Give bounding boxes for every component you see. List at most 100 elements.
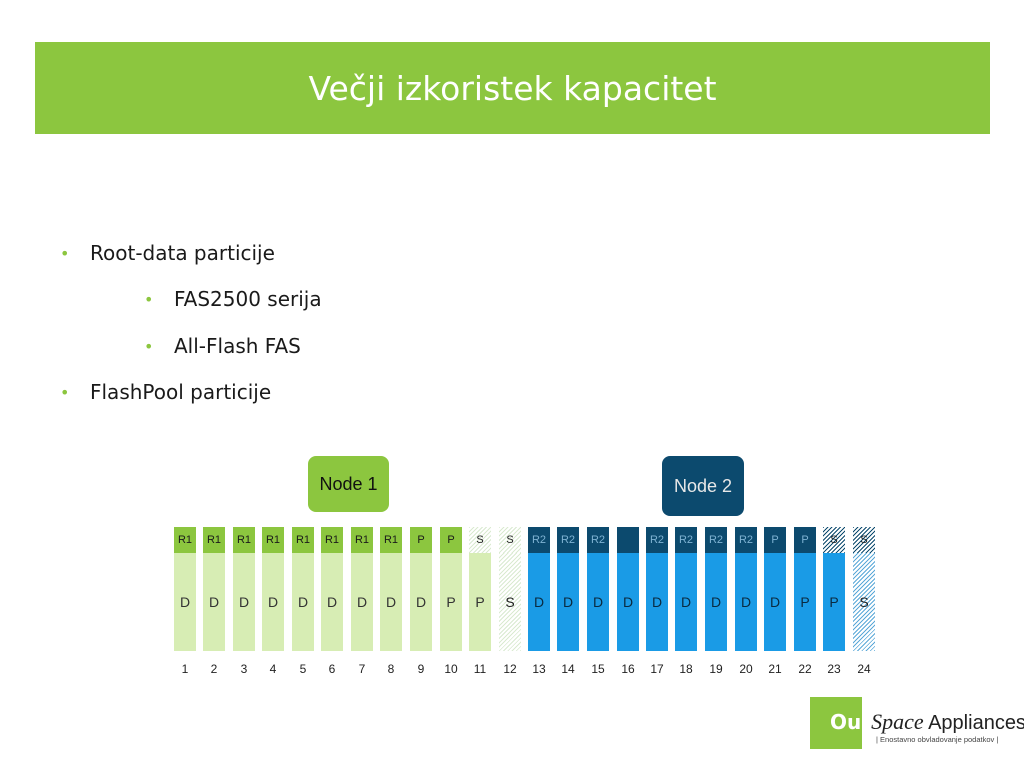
disk-number: 18 — [679, 662, 693, 676]
disk-top-partition: R1 — [351, 527, 373, 553]
disk-number: 4 — [269, 662, 277, 676]
node-1-label: Node 1 — [319, 473, 378, 494]
disk-top-partition: R1 — [321, 527, 343, 553]
title-bar: Večji izkoristek kapacitet — [35, 42, 990, 134]
disk-number: 5 — [299, 662, 307, 676]
node-1-box: Node 1 — [308, 456, 389, 512]
disk-number: 3 — [240, 662, 248, 676]
disk-number: 10 — [444, 662, 458, 676]
disk-data-partition: D — [735, 553, 757, 651]
disk-data-partition: D — [675, 553, 697, 651]
disk-data-partition: D — [764, 553, 786, 651]
disk-number: 20 — [739, 662, 753, 676]
disk-top-partition: S — [823, 527, 845, 553]
disk-column: R1 D — [262, 527, 284, 651]
disk-data-partition: D — [233, 553, 255, 651]
bullet-text: FAS2500 serija — [174, 287, 322, 311]
bullet-dot-icon: • — [144, 289, 154, 309]
disk-data-partition: P — [440, 553, 462, 651]
bullet-dot-icon: • — [60, 243, 70, 263]
disk-top-partition: P — [440, 527, 462, 553]
disk-column: R2 D — [735, 527, 757, 651]
disk-number: 17 — [650, 662, 664, 676]
disk-number: 1 — [181, 662, 189, 676]
logo-brand: OurSpace Appliances — [830, 709, 1024, 734]
disk-column: D — [617, 527, 639, 651]
disk-data-partition: D — [203, 553, 225, 651]
disk-top-partition: R2 — [528, 527, 550, 553]
logo-tagline: | Enostavno obvladovanje podatkov | — [876, 735, 999, 744]
disk-top-partition: S — [853, 527, 875, 553]
disk-number: 9 — [417, 662, 425, 676]
disk-data-partition: D — [617, 553, 639, 651]
disk-column: R2 D — [646, 527, 668, 651]
disk-number: 16 — [621, 662, 635, 676]
disk-column: R1 D — [380, 527, 402, 651]
disk-number: 15 — [591, 662, 605, 676]
disk-data-partition: P — [469, 553, 491, 651]
ourspace-logo: OurSpace Appliances | Enostavno obvladov… — [810, 697, 1024, 753]
bullet-item: • FAS2500 serija — [144, 287, 322, 311]
bullet-text: Root-data particije — [90, 241, 275, 265]
disk-column: R1 D — [321, 527, 343, 651]
disk-number: 23 — [827, 662, 841, 676]
disk-top-partition: R1 — [262, 527, 284, 553]
disk-top-partition: R1 — [380, 527, 402, 553]
disk-top-partition: R1 — [203, 527, 225, 553]
disk-top-partition: R1 — [174, 527, 196, 553]
disk-top-partition: R1 — [233, 527, 255, 553]
disk-data-partition: D — [410, 553, 432, 651]
disk-number: 22 — [798, 662, 812, 676]
disk-top-partition: R2 — [587, 527, 609, 553]
disk-data-partition: D — [587, 553, 609, 651]
disk-data-partition: D — [292, 553, 314, 651]
disk-column: R1 D — [351, 527, 373, 651]
disk-number: 13 — [532, 662, 546, 676]
disk-number: 21 — [768, 662, 782, 676]
disk-data-partition: D — [174, 553, 196, 651]
disk-column: R1 D — [292, 527, 314, 651]
disk-number: 11 — [473, 662, 487, 676]
disk-data-partition: D — [380, 553, 402, 651]
disk-column: R2 D — [675, 527, 697, 651]
disk-data-partition: D — [528, 553, 550, 651]
disk-number: 2 — [210, 662, 218, 676]
disk-top-partition: S — [469, 527, 491, 553]
disk-column: R1 D — [174, 527, 196, 651]
logo-square-icon — [810, 697, 862, 749]
node-2-label: Node 2 — [673, 475, 733, 496]
disk-number: 24 — [857, 662, 871, 676]
disk-data-partition: D — [321, 553, 343, 651]
disk-column: R2 D — [587, 527, 609, 651]
bullet-dot-icon: • — [60, 382, 70, 402]
disk-number: 14 — [561, 662, 575, 676]
disk-top-partition: P — [410, 527, 432, 553]
disk-column: R2 D — [705, 527, 727, 651]
disk-top-partition: R2 — [557, 527, 579, 553]
disk-top-partition: R2 — [705, 527, 727, 553]
disk-top-partition: R2 — [646, 527, 668, 553]
disk-data-partition: D — [351, 553, 373, 651]
disk-data-partition: P — [794, 553, 816, 651]
disk-column: R1 D — [203, 527, 225, 651]
disk-data-partition: D — [705, 553, 727, 651]
bullet-item: • FlashPool particije — [60, 380, 271, 404]
bullet-item: • Root-data particije — [60, 241, 275, 265]
disk-data-partition: D — [646, 553, 668, 651]
disk-data-partition: P — [823, 553, 845, 651]
node-2-box: Node 2 — [662, 456, 744, 516]
disk-column: R2 D — [528, 527, 550, 651]
disk-top-partition: R2 — [675, 527, 697, 553]
disk-top-partition: P — [764, 527, 786, 553]
bullet-dot-icon: • — [144, 336, 154, 356]
bullet-text: FlashPool particije — [90, 380, 272, 404]
disk-data-partition: D — [557, 553, 579, 651]
disk-column: R2 D — [557, 527, 579, 651]
